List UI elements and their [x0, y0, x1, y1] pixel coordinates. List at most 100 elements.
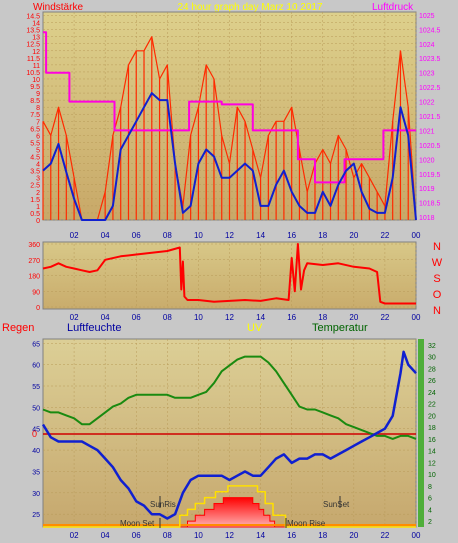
wind-time-axis: 02 04 06 08 10 12 14 16 18 20 22 00	[70, 231, 421, 240]
windstaerke-label: Windstärke	[33, 2, 83, 13]
temperature-tick-label: 32	[428, 343, 436, 350]
climate-x-tick-label: 06	[132, 531, 141, 540]
temperature-tick-label: 20	[428, 413, 436, 420]
climate-series-layer	[41, 350, 417, 528]
regen-label: Regen	[2, 322, 34, 334]
wind-x-tick-label: 20	[349, 231, 358, 240]
temperature-tick-label: 2	[428, 519, 432, 526]
compass-w: W	[432, 257, 443, 269]
direction-grid	[43, 243, 417, 308]
pressure-axis: 1018 1018.5 1019 1019.5 1020 1020.5 1021 1021.5…	[419, 13, 441, 222]
humidity-tick-label: 55	[32, 384, 40, 391]
wind-tick-label: 7	[36, 119, 40, 126]
wind-tick-label: 4	[36, 162, 40, 169]
wind-tick-label: 2	[36, 190, 40, 197]
wind-tick-label: 14	[32, 21, 40, 28]
uv-index-line	[43, 485, 416, 528]
wind-tick-label: 1	[36, 204, 40, 211]
humidity-tick-label: 60	[32, 363, 40, 370]
wind-gust-line	[42, 36, 417, 221]
direction-x-tick-label: 12	[225, 313, 234, 322]
compass-s: S	[433, 273, 440, 285]
wind-x-tick-label: 04	[101, 231, 110, 240]
climate-x-tick-label: 02	[70, 531, 79, 540]
wind-tick-label: 0	[36, 218, 40, 225]
compass-n-bottom: N	[433, 305, 441, 317]
wind-average-line	[42, 92, 417, 221]
wind-x-tick-label: 00	[412, 231, 421, 240]
wind-tick-label: 6	[36, 133, 40, 140]
direction-x-tick-label: 04	[101, 313, 110, 322]
direction-x-tick-label: 14	[256, 313, 265, 322]
wind-x-tick-label: 12	[225, 231, 234, 240]
wind-tick-label: 5	[36, 147, 40, 154]
pressure-tick-label: 1023	[419, 71, 435, 78]
temperature-tick-label: 18	[428, 425, 436, 432]
wind-tick-label: 13.5	[26, 28, 40, 35]
solar-radiation-area	[43, 497, 416, 528]
wind-x-tick-label: 06	[132, 231, 141, 240]
direction-tick-label: 270	[28, 258, 40, 265]
direction-x-tick-label: 10	[194, 313, 203, 322]
wind-tick-label: 8	[36, 105, 40, 112]
humidity-tick-label: 65	[32, 341, 40, 348]
zero-marker: 0	[32, 429, 37, 439]
wind-x-tick-label: 22	[380, 231, 389, 240]
wind-tick-label: 10.5	[26, 70, 40, 77]
wind-tick-label: 9	[36, 91, 40, 98]
temperature-tick-label: 8	[428, 484, 432, 491]
wind-tick-label: 11	[33, 63, 40, 70]
wind-series-layer	[42, 31, 417, 221]
direction-x-tick-label: 20	[349, 313, 358, 322]
direction-series-layer	[42, 243, 416, 305]
wind-tick-label: 3.5	[30, 169, 40, 176]
pressure-tick-label: 1024	[419, 42, 435, 49]
temperature-tick-label: 28	[428, 366, 436, 373]
humidity-tick-label: 50	[32, 405, 40, 412]
humidity-tick-label: 25	[32, 512, 40, 519]
climate-x-tick-label: 04	[101, 531, 110, 540]
compass-o: O	[433, 289, 442, 301]
wind-tick-label: 0.5	[30, 211, 40, 218]
direction-x-tick-label: 18	[318, 313, 327, 322]
wind-x-tick-label: 14	[256, 231, 265, 240]
direction-x-tick-label: 08	[163, 313, 172, 322]
wind-tick-label: 5.5	[30, 140, 40, 147]
climate-grid	[43, 339, 417, 527]
temperature-tick-label: 30	[428, 355, 436, 362]
climate-x-tick-label: 08	[163, 531, 172, 540]
wind-tick-label: 8.5	[30, 98, 40, 105]
humidity-tick-label: 40	[32, 448, 40, 455]
direction-x-tick-label: 06	[132, 313, 141, 322]
climate-x-tick-label: 14	[256, 531, 265, 540]
climate-x-tick-label: 12	[225, 531, 234, 540]
humidity-axis: 25 30 35 40 45 50 55 60 65	[32, 341, 40, 519]
wind-x-tick-label: 16	[287, 231, 296, 240]
direction-time-axis: 02 04 06 08 10 12 14 16 18 20 22 00	[70, 313, 421, 322]
temperature-tick-label: 6	[428, 496, 432, 503]
wind-x-tick-label: 10	[194, 231, 203, 240]
wind-x-tick-label: 02	[70, 231, 79, 240]
direction-tick-label: 180	[28, 274, 40, 281]
wind-tick-label: 7.5	[30, 112, 40, 119]
wind-tick-label: 11.5	[27, 56, 40, 63]
direction-x-tick-label: 00	[412, 313, 421, 322]
pressure-tick-label: 1022.5	[419, 85, 441, 92]
pressure-tick-label: 1025	[419, 13, 435, 20]
humidity-tick-label: 35	[32, 469, 40, 476]
climate-x-tick-label: 16	[287, 531, 296, 540]
wind-x-tick-label: 08	[163, 231, 172, 240]
pressure-line	[43, 31, 416, 184]
direction-tick-label: 90	[32, 289, 40, 296]
direction-x-tick-label: 16	[287, 313, 296, 322]
wind-tick-label: 9.5	[30, 84, 40, 91]
wind-tick-label: 10	[32, 77, 40, 84]
pressure-tick-label: 1020	[419, 157, 435, 164]
temperature-tick-label: 10	[428, 472, 436, 479]
chart-title: 24 hour graph day Marz 10 2017	[177, 2, 323, 13]
pressure-tick-label: 1022	[419, 100, 435, 107]
luftdruck-label: Luftdruck	[372, 2, 414, 13]
direction-x-tick-label: 02	[70, 313, 79, 322]
climate-x-tick-label: 00	[412, 531, 421, 540]
